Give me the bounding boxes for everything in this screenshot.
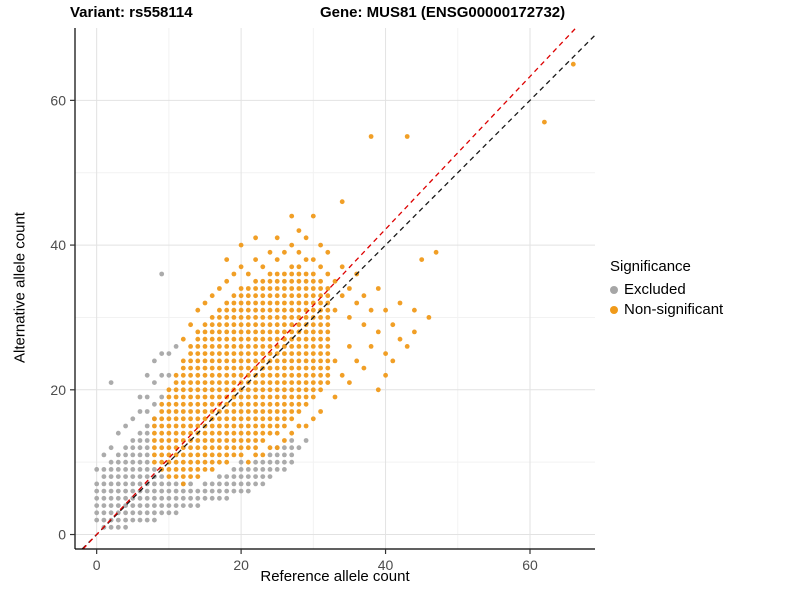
x-axis-title: Reference allele count	[260, 568, 410, 585]
svg-text:20: 20	[50, 382, 66, 398]
svg-text:20: 20	[233, 557, 249, 573]
legend-label-non-significant: Non-significant	[624, 301, 724, 318]
svg-text:40: 40	[50, 237, 66, 253]
variant-title: Variant: rs558114	[70, 4, 193, 21]
y-axis-title: Alternative allele count	[11, 212, 29, 363]
non-significant-dot-icon	[610, 305, 618, 314]
legend-item-excluded: Excluded	[610, 281, 723, 298]
legend-label-excluded: Excluded	[624, 281, 686, 298]
svg-text:0: 0	[93, 557, 101, 573]
legend-title: Significance	[610, 258, 691, 275]
svg-text:40: 40	[378, 557, 394, 573]
svg-text:60: 60	[50, 92, 66, 108]
excluded-dot-icon	[610, 285, 618, 294]
gene-title: Gene: MUS81 (ENSG00000172732)	[320, 4, 566, 21]
legend-item-non-significant: Non-significant	[610, 301, 723, 318]
svg-text:60: 60	[522, 557, 538, 573]
svg-text:0: 0	[58, 527, 66, 543]
legend: Significance Excluded Non-significant	[610, 258, 723, 321]
